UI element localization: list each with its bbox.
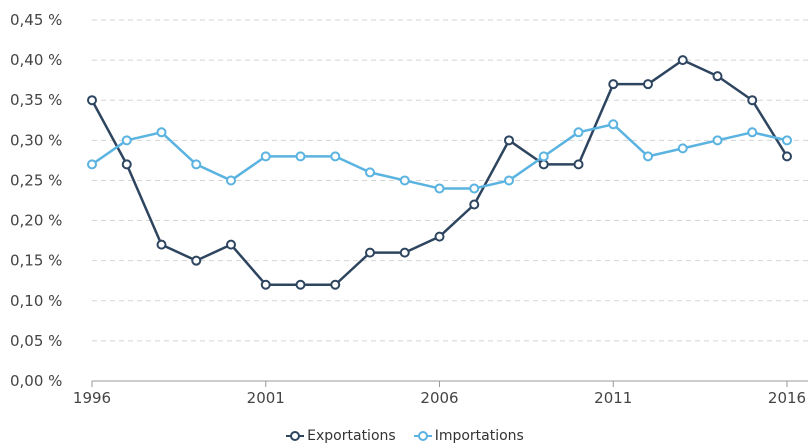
y-tick-label: 0,45 % [10, 11, 62, 29]
series-exportations [87, 55, 792, 290]
series-line-importations [91, 123, 788, 190]
legend-marker-exportations-icon [286, 431, 305, 441]
y-tick-label: 0,20 % [10, 212, 62, 230]
legend: Exportations Importations [0, 426, 810, 446]
y-axis: 0,00 % 0,05 % 0,10 % 0,15 % 0,20 % 0,25 % 0,30… [10, 11, 62, 390]
y-tick-label: 0,00 % [10, 372, 62, 390]
data-point-importations[interactable] [643, 151, 653, 162]
y-tick-label: 0,05 % [10, 332, 62, 350]
legend-item-importations[interactable]: Importations [413, 428, 524, 444]
data-point-importations[interactable] [608, 119, 619, 130]
gridlines [92, 19, 808, 382]
data-point-exportations[interactable] [469, 199, 480, 210]
data-point-importations[interactable] [469, 183, 480, 194]
data-point-importations[interactable] [191, 159, 202, 170]
y-tick-label: 0,10 % [10, 292, 62, 310]
series-line-exportations [90, 58, 789, 286]
data-point-importations[interactable] [87, 159, 97, 170]
data-point-exportations[interactable] [643, 79, 653, 90]
data-point-importations[interactable] [330, 151, 341, 162]
data-point-exportations[interactable] [260, 279, 271, 290]
data-point-exportations[interactable] [573, 159, 584, 170]
data-point-exportations[interactable] [782, 151, 792, 162]
data-point-importations[interactable] [782, 135, 792, 146]
data-point-exportations[interactable] [434, 231, 445, 242]
data-point-exportations[interactable] [365, 247, 375, 258]
series-group [87, 55, 792, 290]
data-point-importations[interactable] [399, 175, 410, 186]
data-point-exportations[interactable] [121, 159, 132, 170]
x-tick-label: 2001 [247, 389, 285, 407]
data-point-exportations[interactable] [156, 239, 167, 250]
data-point-exportations[interactable] [747, 95, 758, 106]
data-point-exportations[interactable] [712, 71, 723, 82]
data-point-importations[interactable] [365, 167, 375, 178]
data-point-importations[interactable] [504, 175, 514, 186]
data-point-importations[interactable] [260, 151, 271, 162]
data-point-importations[interactable] [712, 135, 723, 146]
data-point-exportations[interactable] [87, 95, 97, 106]
data-point-importations[interactable] [226, 175, 236, 186]
y-tick-label: 0,40 % [10, 51, 62, 69]
y-tick-label: 0,35 % [10, 91, 62, 109]
data-point-importations[interactable] [121, 135, 132, 146]
data-point-exportations[interactable] [608, 79, 619, 90]
x-axis: 1996 2001 2006 2011 2016 [73, 381, 806, 407]
data-point-exportations[interactable] [677, 55, 688, 66]
data-point-exportations[interactable] [330, 279, 341, 290]
legend-marker-importations-icon [413, 431, 432, 441]
data-point-importations[interactable] [677, 143, 688, 154]
y-tick-label: 0,25 % [10, 171, 62, 189]
x-tick-label: 2006 [420, 389, 458, 407]
x-tick-label: 2016 [768, 389, 806, 407]
data-point-exportations[interactable] [226, 239, 236, 250]
data-point-exportations[interactable] [295, 279, 306, 290]
data-point-exportations[interactable] [504, 135, 514, 146]
data-point-importations[interactable] [573, 127, 584, 138]
series-importations [87, 119, 792, 194]
legend-label-exportations: Exportations [307, 428, 396, 444]
data-point-importations[interactable] [538, 151, 549, 162]
data-point-exportations[interactable] [538, 159, 549, 170]
x-tick-label: 2011 [594, 389, 632, 407]
data-point-exportations[interactable] [191, 255, 202, 266]
legend-item-exportations[interactable]: Exportations [286, 428, 396, 444]
y-tick-label: 0,15 % [10, 252, 62, 270]
data-point-importations[interactable] [156, 127, 167, 138]
data-point-importations[interactable] [295, 151, 306, 162]
x-tick-label: 1996 [73, 389, 111, 407]
legend-label-importations: Importations [434, 428, 524, 444]
data-point-importations[interactable] [434, 183, 445, 194]
y-tick-label: 0,30 % [10, 131, 62, 149]
data-point-importations[interactable] [747, 127, 758, 138]
data-point-exportations[interactable] [399, 247, 410, 258]
